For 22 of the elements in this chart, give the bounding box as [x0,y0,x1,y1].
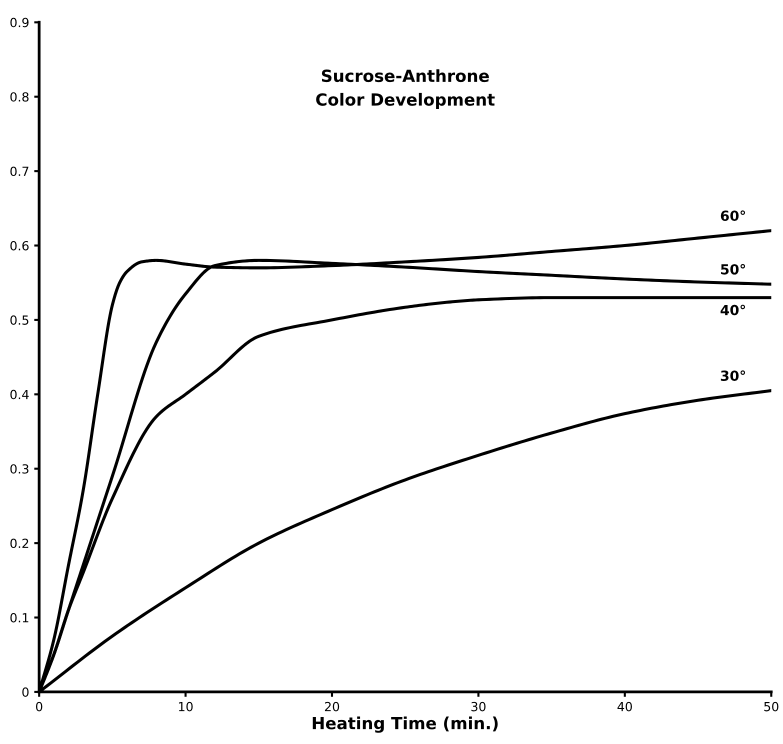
x-tick-label: 10 [178,702,193,712]
y-tick-label: 0.3 [10,464,28,474]
text: Sucrose-Anthrone Color Development [316,69,495,110]
series-label: 40° [720,304,746,316]
x-tick-label: 0 [36,702,42,712]
x-tick-label: 20 [324,702,340,712]
x-tick-label: 40 [617,702,632,712]
y-tick-label: 0.7 [10,166,28,176]
y-tick-label: 0.1 [10,612,28,622]
y-tick-label: 0.4 [10,390,29,400]
y-tick-label: 0.9 [10,18,29,28]
y-tick-label: 0.2 [10,538,28,548]
x-axis-title: Heating Time (min.) [312,716,498,733]
series-label: 30° [720,370,746,381]
y-tick-label: 0.8 [10,92,29,102]
series-label: 60° [720,210,746,222]
y-tick-label: 0 [22,687,29,697]
x-tick-label: 30 [471,702,486,712]
x-tick-label: 50 [764,702,778,712]
series-label: 50° [721,264,746,275]
y-tick-label: 0.6 [10,240,29,250]
y-tick-label: 0.5 [10,315,28,325]
